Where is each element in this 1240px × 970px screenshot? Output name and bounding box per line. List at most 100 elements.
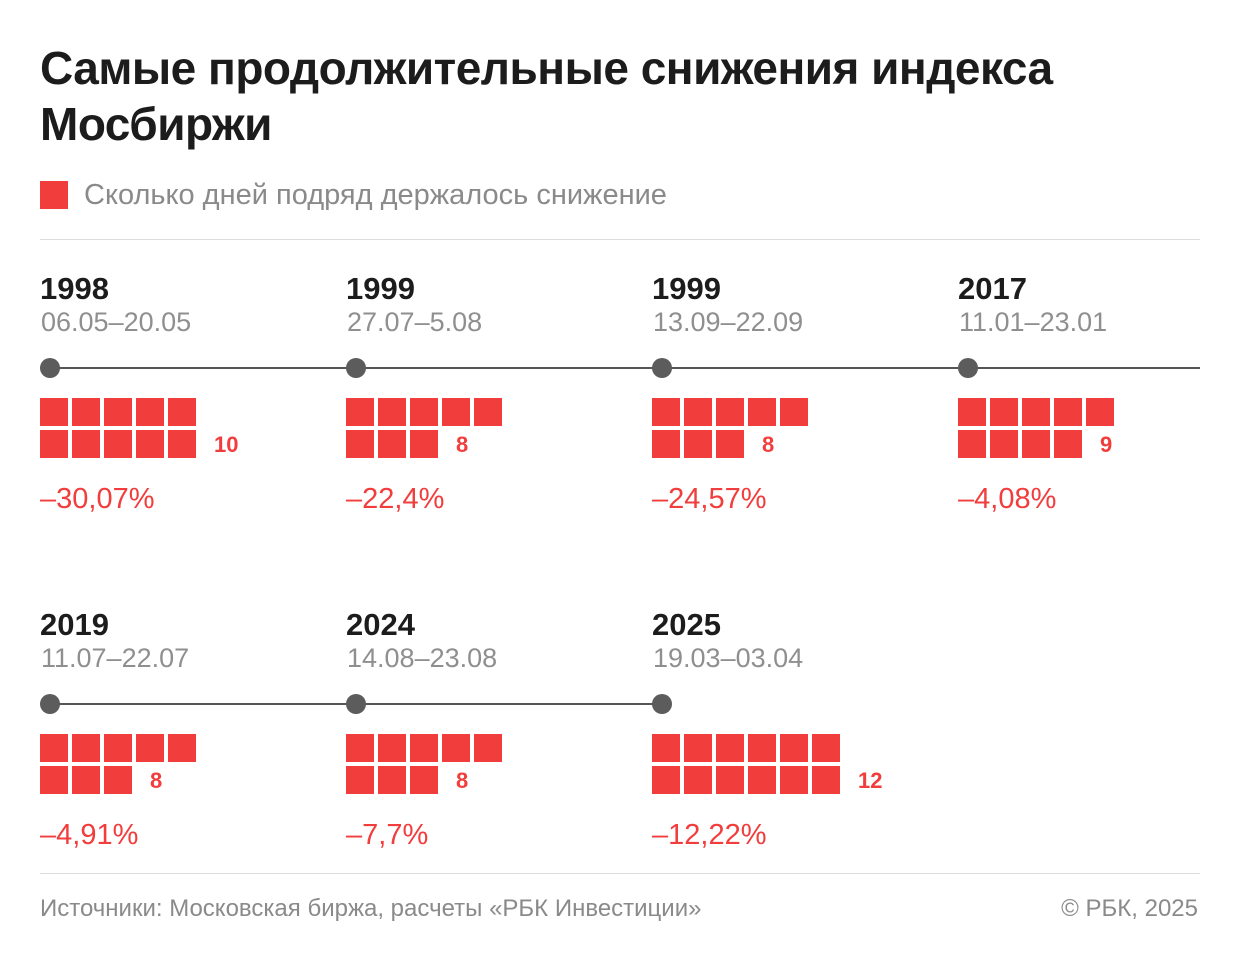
legend: Сколько дней подряд держалось снижение <box>40 178 667 212</box>
day-square <box>378 734 406 762</box>
day-square <box>474 734 502 762</box>
days-count: 9 <box>1100 432 1112 457</box>
day-square <box>1022 430 1050 458</box>
episode-dates: 06.05–20.05 <box>41 307 191 337</box>
day-square <box>684 734 712 762</box>
days-count: 8 <box>456 432 468 457</box>
day-square <box>136 398 164 426</box>
day-square <box>958 430 986 458</box>
day-square <box>72 766 100 794</box>
day-square <box>72 430 100 458</box>
timeline-dot <box>958 358 978 378</box>
day-square <box>684 766 712 794</box>
day-square <box>716 430 744 458</box>
timeline-dot <box>346 694 366 714</box>
day-square <box>104 430 132 458</box>
day-square <box>990 398 1018 426</box>
day-square <box>812 766 840 794</box>
day-square <box>40 430 68 458</box>
bottom-divider <box>40 873 1200 874</box>
day-square <box>780 766 808 794</box>
day-square <box>346 430 374 458</box>
day-square <box>716 766 744 794</box>
day-square <box>652 398 680 426</box>
episode-year: 2017 <box>958 271 1027 306</box>
day-square <box>40 398 68 426</box>
day-square <box>378 766 406 794</box>
day-square <box>652 766 680 794</box>
episode-dates: 11.01–23.01 <box>959 307 1107 337</box>
day-square <box>410 766 438 794</box>
day-square <box>346 734 374 762</box>
day-square <box>812 734 840 762</box>
change-value: –7,7% <box>346 819 428 851</box>
footer-copyright: © РБК, 2025 <box>1061 895 1198 922</box>
legend-label: Сколько дней подряд держалось снижение <box>84 178 667 211</box>
day-square <box>990 430 1018 458</box>
legend-swatch <box>40 181 68 209</box>
day-square <box>780 734 808 762</box>
episode-year: 2024 <box>346 607 416 642</box>
day-square <box>346 766 374 794</box>
episode-year: 2025 <box>652 607 721 642</box>
day-square <box>72 734 100 762</box>
day-square <box>40 766 68 794</box>
episode-year: 1999 <box>652 271 721 306</box>
episode-dates: 13.09–22.09 <box>653 307 803 337</box>
day-square <box>748 398 776 426</box>
day-square <box>684 398 712 426</box>
day-square <box>684 430 712 458</box>
days-count: 8 <box>762 432 774 457</box>
day-square <box>1022 398 1050 426</box>
footer-source: Источники: Московская биржа, расчеты «РБ… <box>40 895 702 922</box>
day-square <box>168 430 196 458</box>
day-square <box>410 734 438 762</box>
day-square <box>410 398 438 426</box>
day-square <box>104 766 132 794</box>
episode-year: 1999 <box>346 271 415 306</box>
day-square <box>136 734 164 762</box>
timeline-dot <box>40 694 60 714</box>
day-square <box>716 398 744 426</box>
day-square <box>748 766 776 794</box>
day-square <box>104 398 132 426</box>
day-square <box>378 398 406 426</box>
change-value: –12,22% <box>652 819 767 851</box>
change-value: –4,08% <box>958 483 1056 515</box>
day-square <box>168 734 196 762</box>
day-square <box>652 430 680 458</box>
episode-year: 2019 <box>40 607 109 642</box>
days-count: 10 <box>214 432 238 457</box>
day-square <box>168 398 196 426</box>
day-square <box>378 430 406 458</box>
day-square <box>474 398 502 426</box>
timeline-dot <box>346 358 366 378</box>
episode-dates: 27.07–5.08 <box>347 307 482 337</box>
day-square <box>442 734 470 762</box>
change-value: –22,4% <box>346 483 444 515</box>
day-square <box>716 734 744 762</box>
day-square <box>748 734 776 762</box>
chart-title: Самые продолжительные снижения индекса М… <box>40 42 1053 150</box>
episode-dates: 11.07–22.07 <box>41 643 189 673</box>
episode-dates: 14.08–23.08 <box>347 643 497 673</box>
day-square <box>1086 398 1114 426</box>
day-square <box>652 734 680 762</box>
day-square <box>410 430 438 458</box>
change-value: –4,91% <box>40 819 138 851</box>
days-count: 8 <box>456 768 468 793</box>
timeline-dot <box>652 694 672 714</box>
timeline-dot <box>40 358 60 378</box>
timeline-dot <box>652 358 672 378</box>
day-square <box>780 398 808 426</box>
day-square <box>1054 398 1082 426</box>
episode-dates: 19.03–03.04 <box>653 643 803 673</box>
day-square <box>72 398 100 426</box>
day-square <box>442 398 470 426</box>
day-square <box>40 734 68 762</box>
day-square <box>104 734 132 762</box>
change-value: –30,07% <box>40 483 155 515</box>
days-count: 8 <box>150 768 162 793</box>
top-divider <box>40 239 1200 240</box>
day-square <box>958 398 986 426</box>
